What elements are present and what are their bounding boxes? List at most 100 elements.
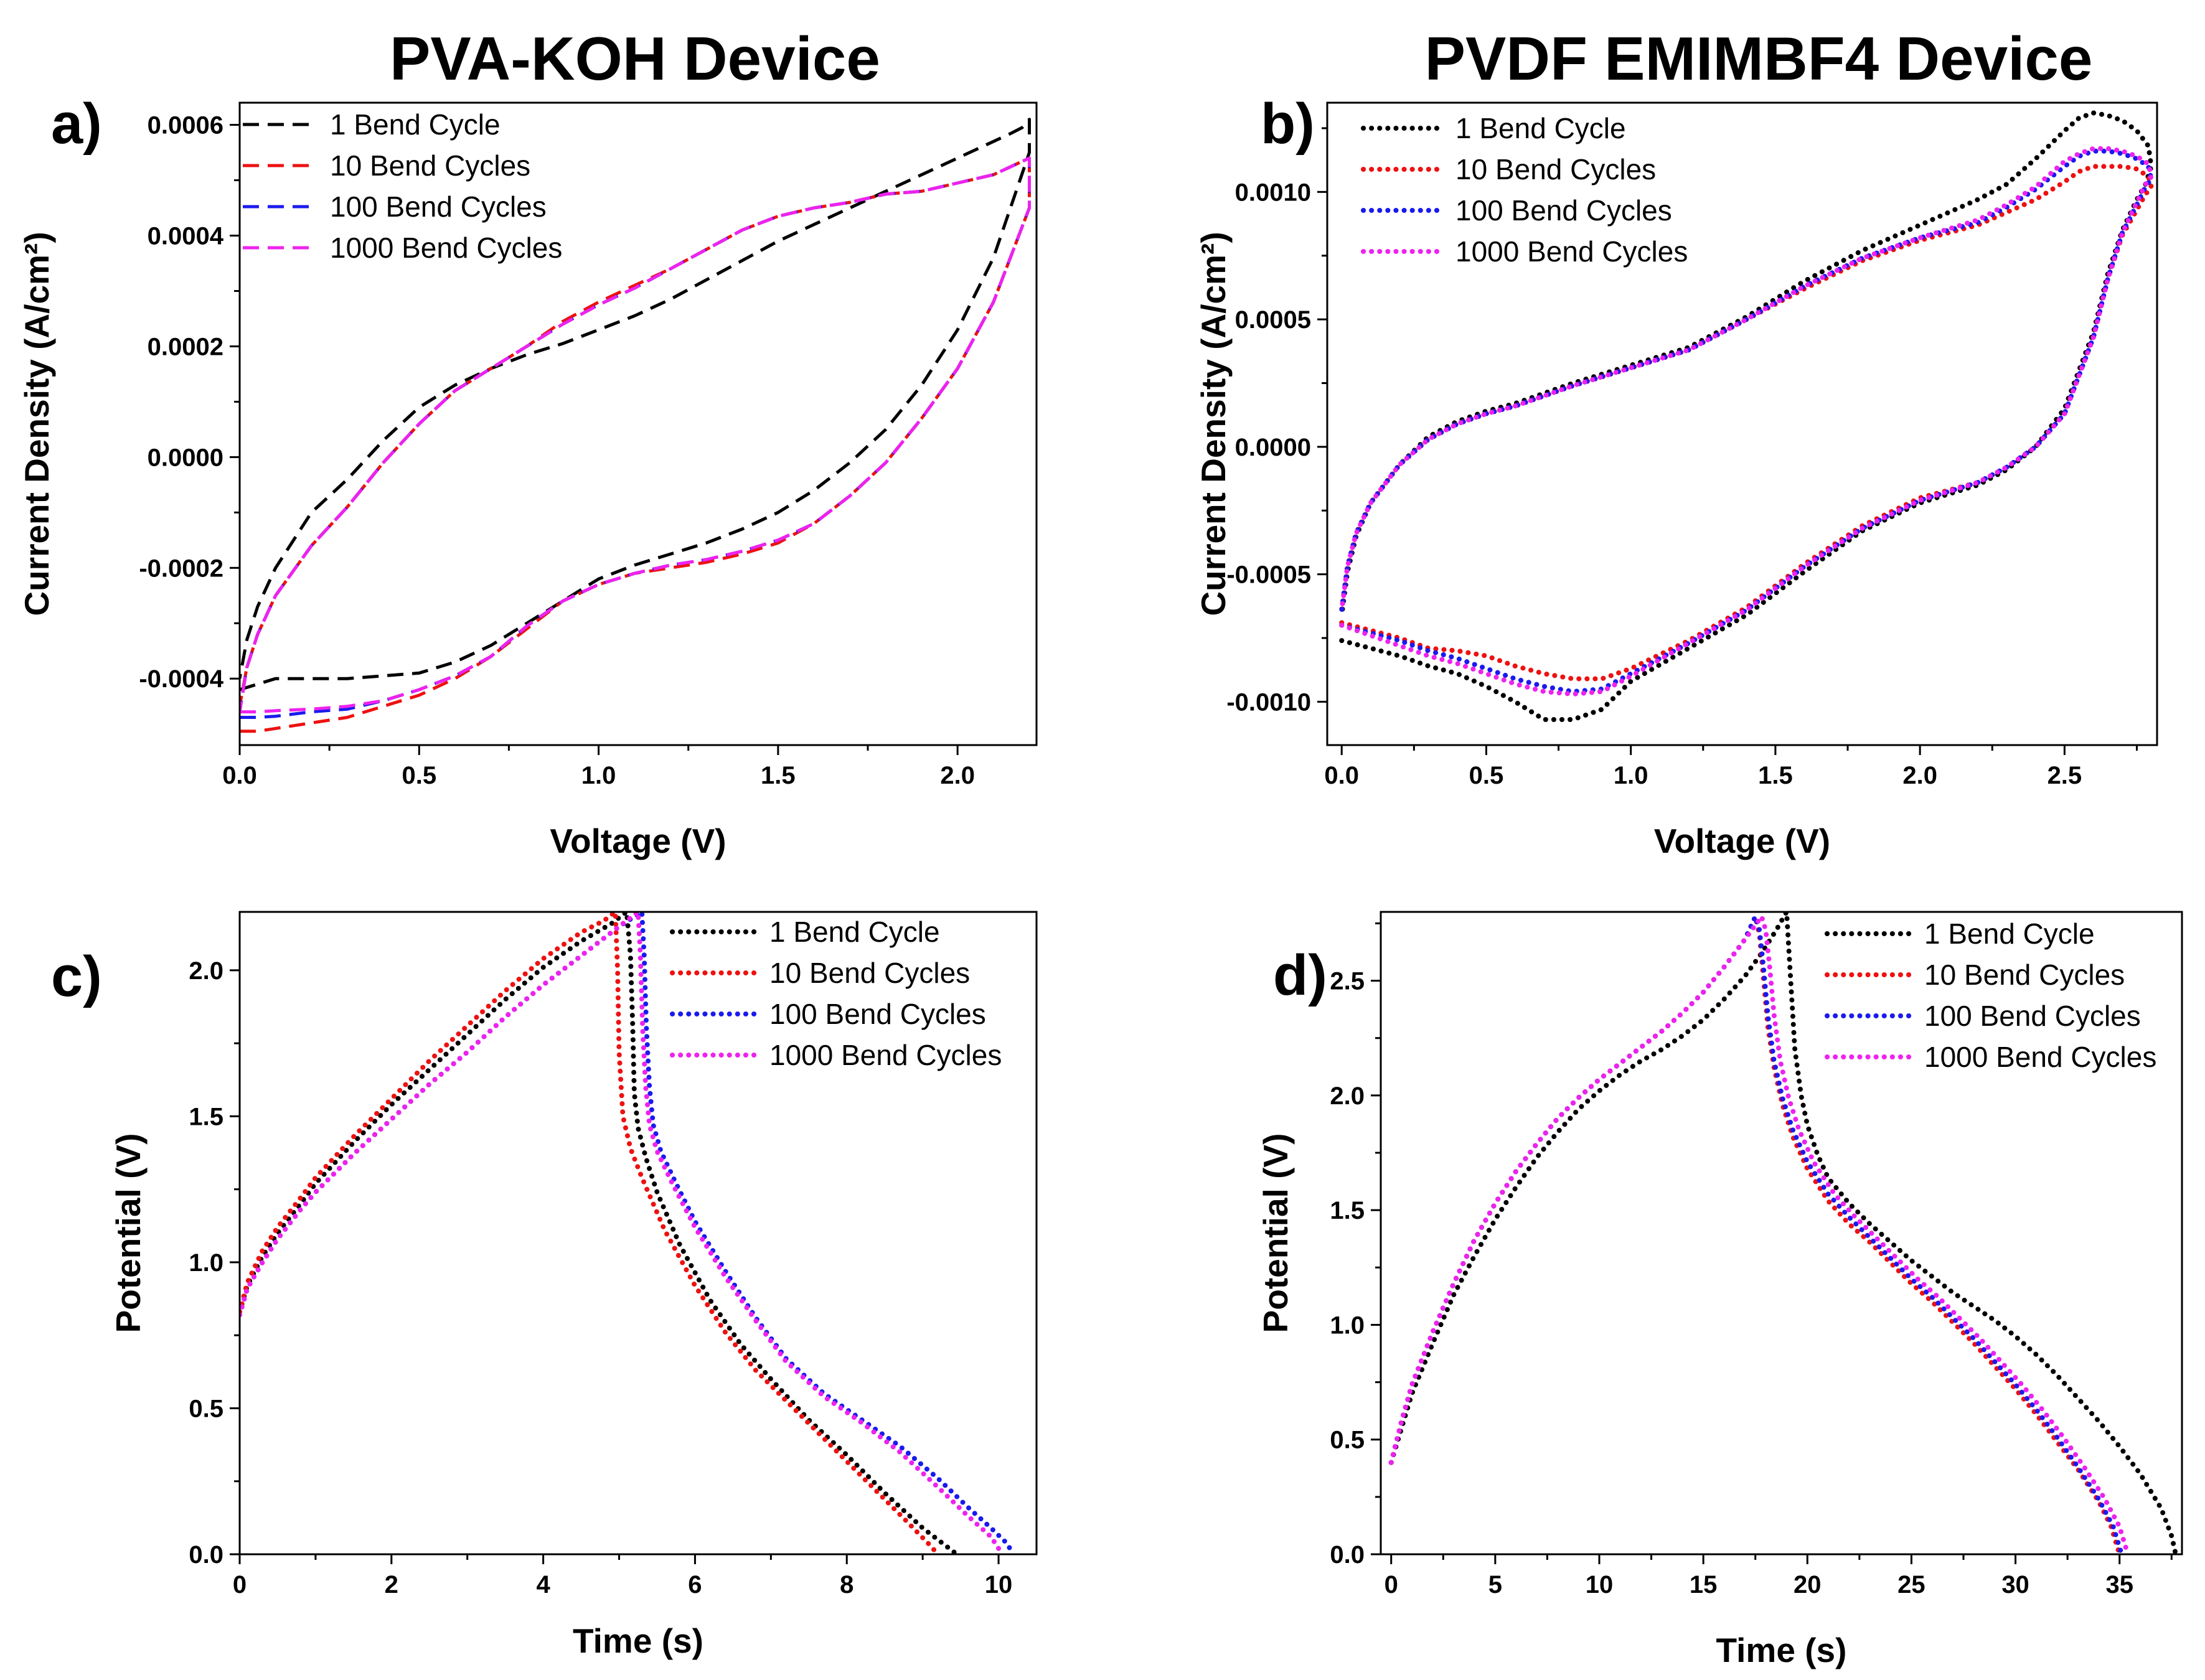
x-axis-label-c: Time (s) [573,1621,703,1660]
x-tick-label-b: 0.5 [1469,762,1504,789]
x-tick-label-d: 30 [2001,1571,2029,1598]
legend-c: 1 Bend Cycle 10 Bend Cycles 100 Bend Cycle… [670,916,1002,1071]
plot-frame-b [1326,101,2158,746]
legend-label-a-2: 10 Bend Cycles [330,149,530,182]
legend-label-a-4: 1000 Bend Cycles [330,232,562,264]
y-tick-label-d: 1.5 [1330,1197,1365,1224]
series-line-b-1 [1339,110,2154,722]
series-line-d-4 [1388,914,2131,1554]
x-tick-label-d: 0 [1385,1571,1398,1598]
x-tick-label-d: 5 [1488,1571,1502,1598]
y-tick-label-c: 0.5 [189,1395,223,1422]
series-line-b-3 [1339,148,2154,694]
x-tick-label-c: 2 [385,1571,398,1598]
y-tick-label-a: -0.0002 [139,555,223,582]
x-tick-label-b: 1.5 [1758,762,1793,789]
x-tick-label-c: 8 [840,1571,853,1598]
y-tick-label-b: -0.0010 [1226,688,1311,716]
y-tick-label-b: 0.0000 [1235,434,1311,461]
y-tick-label-b: -0.0005 [1226,561,1311,589]
x-tick-label-a: 1.5 [761,762,796,789]
y-axis-label-a: Current Density (A/cm²) [17,232,56,616]
legend-label-c-3: 100 Bend Cycles [769,998,986,1030]
y-tick-label-d: 2.5 [1330,968,1365,995]
legend-label-d-1: 1 Bend Cycle [1924,917,2095,950]
x-tick-label-a: 0.5 [402,762,436,789]
y-tick-label-c: 2.0 [189,957,223,985]
y-tick-label-a: -0.0004 [139,665,223,693]
series-line-b-4 [1339,146,2154,697]
x-tick-label-c: 10 [985,1571,1013,1598]
series-line-b-2 [1339,164,2154,682]
x-tick-label-d: 20 [1794,1571,1822,1598]
panel-d-gcd-pvdf: d) 0 5 10 15 20 25 30 35 0.0 0.5 1.0 1.5 2.0 2.5 Time (… [1256,911,2183,1669]
title-left: PVA-KOH Device [390,24,880,93]
series-line-a-4 [240,156,1031,714]
x-tick-label-a: 1.0 [581,762,616,789]
x-tick-label-b: 2.0 [1902,762,1937,789]
series-group-a [240,118,1031,733]
y-axis-label-c: Potential (V) [109,1133,148,1333]
legend-label-d-2: 10 Bend Cycles [1924,959,2125,991]
legend-label-d-4: 1000 Bend Cycles [1924,1041,2156,1073]
series-line-c-4 [240,912,1005,1554]
x-tick-label-a: 0.0 [222,762,257,789]
plot-frame-d [1380,911,2183,1556]
legend-d: 1 Bend Cycle 10 Bend Cycles 100 Bend Cycle… [1825,917,2156,1073]
panel-c-gcd-pva-koh: c) 0 2 4 6 8 10 0.0 0.5 1.0 1.5 2.0 Time (s) Potentia… [51,911,1038,1660]
legend-label-b-1: 1 Bend Cycle [1455,112,1626,144]
y-axis-label-d: Potential (V) [1256,1133,1295,1333]
x-tick-label-b: 2.5 [2047,762,2082,789]
legend-label-b-3: 100 Bend Cycles [1455,194,1672,227]
panel-label-d: d) [1273,944,1327,1007]
series-group-d [1388,912,2178,1554]
panel-a-cv-pva-koh: a) 0.0 0.5 1.0 1.5 2.0 -0.0004 -0.0002 0.0000 0.0… [17,92,1038,860]
y-tick-label-d: 1.0 [1330,1312,1365,1339]
x-tick-label-b: 1.0 [1614,762,1648,789]
series-group-b [1339,110,2154,722]
x-axis-label-a: Voltage (V) [550,822,726,860]
panel-b-cv-pvdf: b) 0.0 0.5 1.0 1.5 2.0 2.5 -0.0010 -0.0005 0.0000… [1194,92,2158,860]
y-tick-label-c: 0.0 [189,1541,223,1569]
y-tick-label-a: 0.0002 [148,333,223,360]
y-tick-label-c: 1.5 [189,1103,223,1130]
y-tick-label-a: 0.0006 [148,112,223,139]
y-tick-label-c: 1.0 [189,1249,223,1277]
legend-label-a-1: 1 Bend Cycle [330,108,501,141]
panel-label-c: c) [51,945,102,1008]
x-tick-label-d: 15 [1690,1571,1718,1598]
x-tick-label-d: 10 [1586,1571,1614,1598]
plot-frame-a [238,101,1038,746]
legend-label-c-4: 1000 Bend Cycles [769,1039,1002,1071]
y-tick-label-d: 0.5 [1330,1427,1365,1454]
legend-label-b-2: 10 Bend Cycles [1455,153,1656,185]
x-tick-label-c: 4 [536,1571,550,1598]
y-tick-label-d: 0.0 [1330,1541,1365,1569]
title-right: PVDF EMIMBF4 Device [1425,24,2093,93]
legend-label-c-1: 1 Bend Cycle [769,916,940,948]
x-axis-label-d: Time (s) [1716,1631,1847,1669]
series-group-c [240,912,1017,1554]
x-tick-label-c: 6 [688,1571,702,1598]
legend-label-b-4: 1000 Bend Cycles [1455,235,1688,268]
y-tick-label-b: 0.0010 [1235,179,1311,206]
plot-frame-c [238,911,1038,1556]
panel-label-a: a) [51,92,102,156]
series-line-d-1 [1388,912,2178,1554]
legend-label-a-3: 100 Bend Cycles [330,190,547,223]
series-line-a-1 [240,118,1031,692]
x-tick-label-b: 0.0 [1324,762,1359,789]
series-line-c-2 [240,912,941,1554]
panel-label-b: b) [1261,92,1315,156]
x-tick-label-d: 25 [1897,1571,1925,1598]
x-axis-label-b: Voltage (V) [1654,822,1830,860]
x-tick-label-d: 35 [2105,1571,2133,1598]
y-tick-label-b: 0.0005 [1235,306,1311,334]
y-tick-label-d: 2.0 [1330,1082,1365,1110]
x-tick-label-a: 2.0 [940,762,975,789]
y-axis-label-b: Current Density (A/cm²) [1194,232,1233,616]
legend-a: 1 Bend Cycle 10 Bend Cycles 100 Bend Cycle… [243,108,562,264]
legend-b: 1 Bend Cycle 10 Bend Cycles 100 Bend Cycle… [1361,112,1688,268]
legend-label-c-2: 10 Bend Cycles [769,957,970,989]
